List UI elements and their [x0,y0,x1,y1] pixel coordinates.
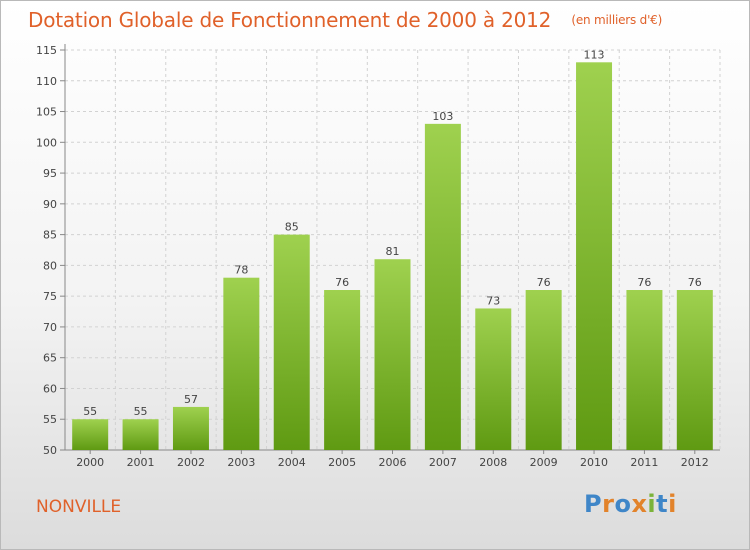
data-label: 55 [83,405,97,418]
bar [172,406,209,450]
city-name: NONVILLE [36,497,122,517]
y-tick-label: 70 [43,321,57,334]
x-tick-label: 2009 [530,456,558,469]
y-tick-label: 110 [36,75,57,88]
y-tick-label: 115 [36,44,57,57]
bar [475,308,512,450]
bar [223,277,260,450]
data-label: 76 [688,276,702,289]
x-tick-label: 2011 [630,456,658,469]
y-tick-label: 80 [43,259,57,272]
x-tick-label: 2000 [76,456,104,469]
x-tick-label: 2002 [177,456,205,469]
chart-title: Dotation Globale de Fonctionnement de 20… [28,8,662,32]
y-tick-label: 90 [43,198,57,211]
bars [72,62,713,451]
y-tick-label: 60 [43,382,57,395]
bar [374,259,411,450]
bar [525,290,562,450]
y-tick-label: 50 [43,444,57,457]
bar [273,234,310,450]
logo-letter: P [584,490,603,518]
data-label: 78 [234,264,248,277]
logo-letter: o [614,490,632,518]
y-tick-label: 65 [43,352,57,365]
data-label: 55 [134,405,148,418]
logo-letter: t [656,490,669,518]
x-tick-label: 2003 [227,456,255,469]
logo-letter: i [647,490,657,518]
proxiti-logo: Proxiti [584,490,677,518]
x-tick-label: 2012 [681,456,709,469]
data-label: 81 [386,245,400,258]
chart-unit: (en milliers d'€) [571,13,663,27]
bar [324,290,361,450]
data-label: 103 [432,110,453,123]
logo-letter: x [631,490,648,518]
bar [576,62,613,451]
y-tick-label: 55 [43,413,57,426]
y-tick-label: 100 [36,136,57,149]
logo-letter: r [602,490,615,518]
data-label: 76 [335,276,349,289]
y-tick-label: 75 [43,290,57,303]
data-label: 76 [637,276,651,289]
x-tick-label: 2006 [379,456,407,469]
y-tick-label: 95 [43,167,57,180]
x-tick-label: 2008 [479,456,507,469]
y-tick-label: 105 [36,106,57,119]
data-label: 76 [537,276,551,289]
data-label: 57 [184,393,198,406]
data-label: 73 [486,294,500,307]
y-tick-label: 85 [43,229,57,242]
bar [424,123,461,450]
bar [676,290,713,450]
bar [122,419,159,450]
labels: 50 55 60 65 70 75 80 85 90 95 100 105 110 115 55 2000 55… [36,44,709,469]
data-label: 113 [584,48,605,61]
x-tick-label: 2007 [429,456,457,469]
x-tick-label: 2005 [328,456,356,469]
bar [626,290,663,450]
chart-title-text: Dotation Globale de Fonctionnement de 20… [28,8,552,32]
x-tick-label: 2001 [127,456,155,469]
x-tick-label: 2010 [580,456,608,469]
x-tick-label: 2004 [278,456,306,469]
bar [72,419,109,450]
data-label: 85 [285,221,299,234]
logo-letter: i [668,490,677,518]
